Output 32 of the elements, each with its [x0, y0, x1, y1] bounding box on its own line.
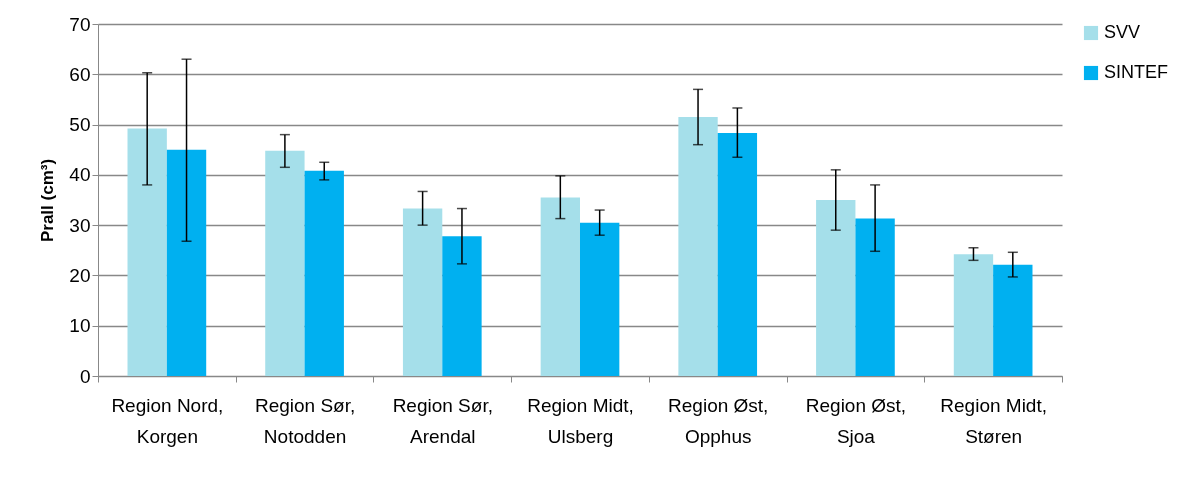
bar [953, 254, 994, 376]
y-tick-label: 60 [69, 63, 91, 85]
legend-label: SINTEF [1104, 62, 1169, 82]
legend-label: SVV [1104, 22, 1141, 42]
y-tick-label: 70 [69, 13, 91, 35]
y-tick-label: 20 [69, 264, 91, 286]
bar [304, 170, 344, 376]
x-tick-label: Region Midt, Ulsberg [527, 394, 634, 447]
y-axis-title: Prall (cm³) [38, 158, 58, 243]
x-tick-label: Region Øst, Sjoa [805, 394, 907, 447]
bar [580, 222, 620, 376]
bar [265, 150, 305, 376]
x-tick-label: Region Sør, Notodden [254, 394, 356, 447]
y-tick-label: 0 [79, 365, 91, 387]
bar [442, 236, 482, 376]
x-tick-label: Region Øst, Opphus [668, 394, 769, 447]
bar [166, 149, 207, 376]
bar [855, 218, 895, 376]
bar [816, 200, 856, 376]
x-tick-label: Region Sør, Arendal [392, 394, 493, 447]
bar [540, 197, 580, 376]
y-tick-label: 40 [69, 164, 91, 186]
bar [678, 117, 718, 376]
x-tick-label: Region Nord, Korgen [111, 394, 224, 447]
bar [402, 208, 443, 376]
y-tick-label: 50 [69, 114, 91, 136]
bar [993, 264, 1033, 376]
x-tick-label: Region Midt, Støren [940, 394, 1047, 447]
bar [717, 133, 758, 376]
y-tick-label: 30 [69, 214, 91, 236]
bar [127, 128, 167, 376]
y-tick-label: 10 [69, 315, 91, 337]
